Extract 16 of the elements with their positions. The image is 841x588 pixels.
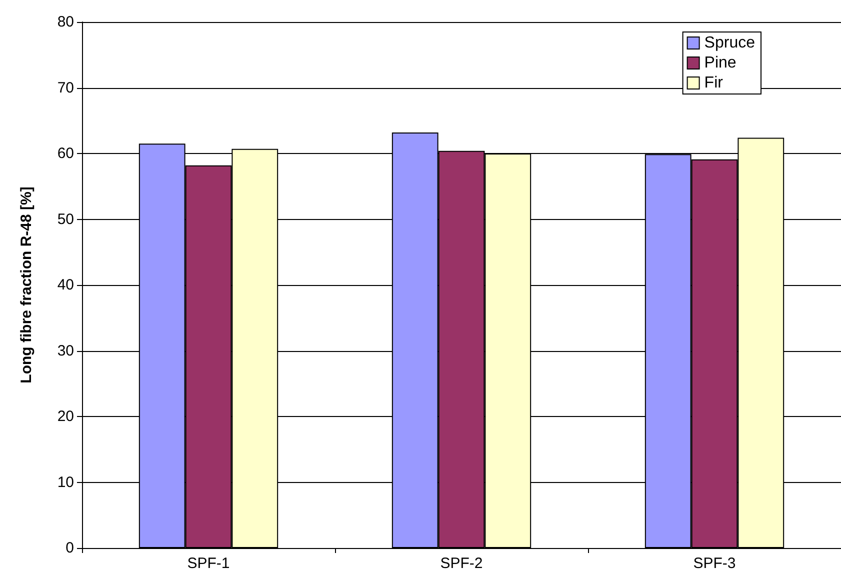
y-tick-label: 0 <box>66 540 74 556</box>
y-tick-label: 20 <box>57 408 74 425</box>
y-tick-label: 50 <box>57 210 74 228</box>
x-tick-label: SPF-2 <box>440 555 483 572</box>
y-tick-label: 10 <box>57 474 74 491</box>
legend-label: Spruce <box>704 34 756 52</box>
y-tick-label: 40 <box>57 276 74 294</box>
x-tick-label: SPF-3 <box>693 555 736 572</box>
y-axis-title: Long fibre fraction R-48 [%] <box>18 186 35 384</box>
y-tick-label: 60 <box>57 145 74 162</box>
x-tick-label: SPF-1 <box>187 555 230 572</box>
y-tick-label: 80 <box>57 14 74 30</box>
y-tick-label: 30 <box>57 342 74 360</box>
legend-label: Fir <box>704 74 724 92</box>
y-tick-label: 70 <box>57 79 74 96</box>
legend-label: Pine <box>704 54 736 72</box>
